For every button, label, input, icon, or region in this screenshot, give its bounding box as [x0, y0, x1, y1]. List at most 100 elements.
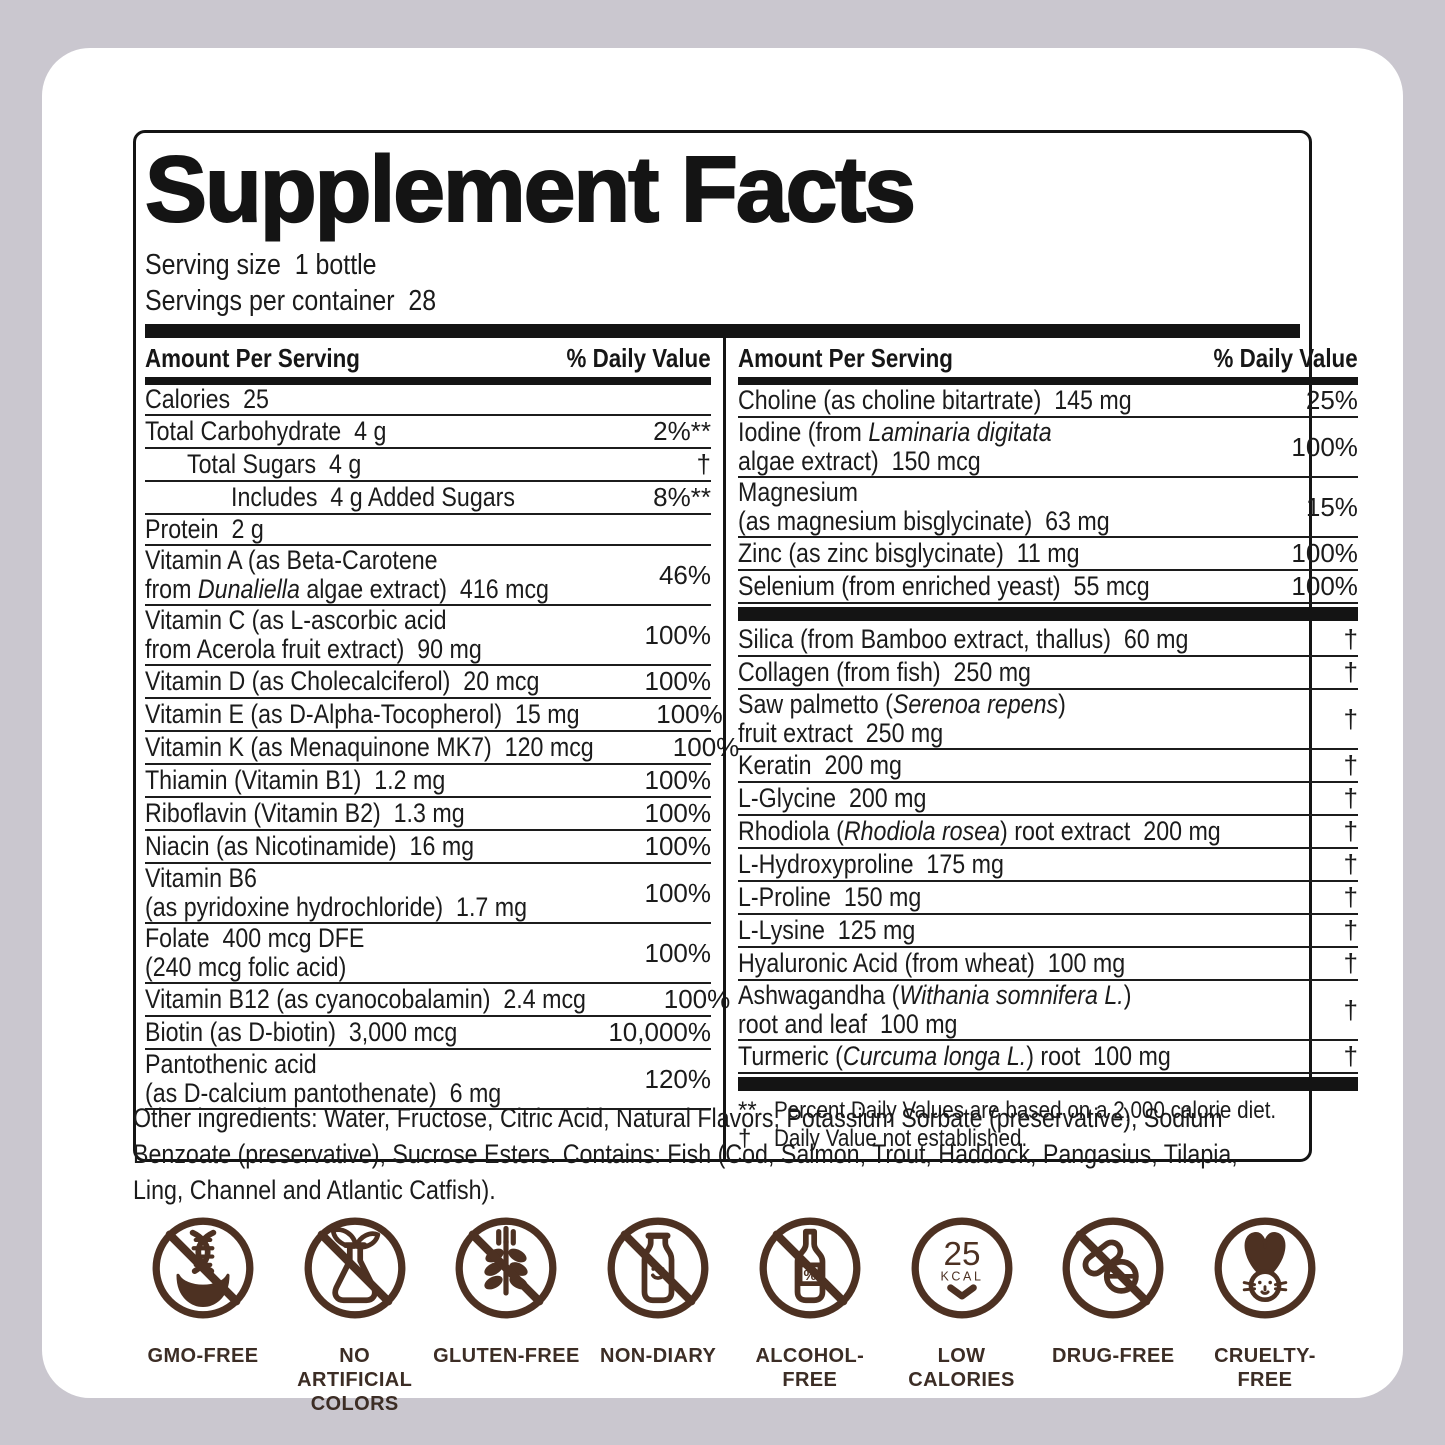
nutrient-daily-value: 100%: [656, 699, 723, 729]
nutrient-daily-value: 100%: [1291, 431, 1358, 462]
nutrient-name: Niacin (as Nicotinamide) 16 mg: [145, 831, 475, 861]
nutrient-daily-value: 2%**: [653, 416, 711, 446]
footnote-text: Daily Value not established.: [774, 1125, 1028, 1152]
nutrient-daily-value: †: [1343, 657, 1358, 687]
nutrient-daily-value: †: [1343, 703, 1358, 734]
top-separator-bar: [145, 324, 1300, 338]
nutrient-row: Riboflavin (Vitamin B2) 1.3 mg 100%: [145, 798, 711, 831]
badge-label: LOW CALORIES: [908, 1345, 1015, 1391]
nutrient-name: Vitamin B6 (as pyridoxine hydrochloride)…: [145, 863, 528, 922]
footnote-text: Percent Daily Values are based on a 2,00…: [774, 1097, 1277, 1124]
nutrient-name: Zinc (as zinc bisglycinate) 11 mg: [738, 538, 1080, 568]
footnote-line: ** Percent Daily Values are based on a 2,…: [738, 1097, 1358, 1125]
panel-title: Supplement Facts: [144, 137, 917, 241]
nutrient-row: Vitamin E (as D-Alpha-Tocopherol) 15 mg 1…: [145, 699, 723, 732]
nutrient-name: Vitamin C (as L-ascorbic acid from Acero…: [145, 605, 482, 664]
nutrient-row: Magnesium (as magnesium bisglycinate) 63…: [738, 478, 1358, 538]
nutrient-name: Vitamin A (as Beta-Carotene from Dunalie…: [145, 545, 549, 604]
column-header-right: Amount Per Serving % Daily Value: [738, 338, 1358, 385]
nutrient-name: Selenium (from enriched yeast) 55 mcg: [738, 571, 1150, 601]
nutrient-name: Thiamin (Vitamin B1) 1.2 mg: [145, 765, 446, 795]
nutrient-name: Total Sugars 4 g: [187, 449, 362, 479]
nutrient-name: Choline (as choline bitartrate) 145 mg: [738, 385, 1132, 415]
section-separator-bar: [738, 1077, 1358, 1091]
badge-label: NON-DIARY: [600, 1345, 717, 1367]
servings-per-container-value: 28: [408, 285, 437, 317]
nutrient-daily-value: †: [1343, 994, 1358, 1025]
non-dairy-icon: [607, 1217, 709, 1319]
badge-label: GMO-FREE: [147, 1345, 259, 1367]
nutrient-row: Thiamin (Vitamin B1) 1.2 mg 100%: [145, 765, 711, 798]
nutrient-daily-value: 100%: [644, 666, 712, 696]
nutrient-name: Hyaluronic Acid (from wheat) 100 mg: [738, 948, 1126, 978]
nutrient-name: Pantothenic acid (as D-calcium pantothen…: [145, 1049, 502, 1108]
nutrient-daily-value: †: [1343, 750, 1358, 780]
nutrient-daily-value: †: [1343, 948, 1358, 978]
nutrient-row: Niacin (as Nicotinamide) 16 mg 100%: [145, 831, 711, 864]
nutrient-name: L-Proline 150 mg: [738, 882, 922, 912]
nutrient-daily-value: 46%: [658, 559, 711, 590]
nutrient-daily-value: 100%: [644, 798, 712, 828]
nutrient-name: Vitamin D (as Cholecalciferol) 20 mcg: [145, 666, 540, 696]
nutrient-row: Rhodiola (Rhodiola rosea) root extract 2…: [738, 816, 1358, 849]
nutrient-name: Vitamin B12 (as cyanocobalamin) 2.4 mcg: [145, 984, 586, 1014]
nutrient-daily-value: 15%: [1305, 491, 1358, 522]
badge-cruelty-free: CRUELTY-FREE: [1190, 1216, 1340, 1416]
footnote-marker: †: [738, 1125, 752, 1152]
badge-gluten-free: GLUTEN-FREE: [431, 1216, 581, 1416]
section-separator-bar: [738, 607, 1358, 621]
nutrient-name: L-Lysine 125 mg: [738, 915, 916, 945]
nutrient-name: Ashwagandha (Withania somnifera L.) root…: [738, 980, 1132, 1039]
badge-label: NO ARTIFICIAL COLORS: [297, 1345, 413, 1415]
servings-per-container-label: Servings per container: [145, 285, 395, 317]
nutrient-row: Keratin 200 mg †: [738, 750, 1358, 783]
nutrient-daily-value: 100%: [1291, 571, 1358, 601]
nutrient-row: Vitamin B6 (as pyridoxine hydrochloride)…: [145, 864, 711, 924]
svg-text:25: 25: [943, 1236, 980, 1273]
svg-text:KCAL: KCAL: [940, 1269, 983, 1283]
nutrient-name: Protein 2 g: [145, 514, 264, 544]
nutrient-row: Saw palmetto (Serenoa repens) fruit extr…: [738, 690, 1358, 750]
footnote-line: † Daily Value not established.: [738, 1125, 1358, 1153]
nutrient-daily-value: 100%: [644, 937, 712, 968]
nutrient-row: Selenium (from enriched yeast) 55 mcg 100…: [738, 571, 1358, 604]
nutrient-daily-value: 100%: [644, 877, 712, 908]
badge-label: DRUG-FREE: [1051, 1345, 1175, 1367]
nutrient-daily-value: †: [696, 449, 711, 479]
serving-size-line: Serving size 1 bottle: [145, 247, 1300, 283]
nutrient-daily-value: 100%: [1291, 538, 1358, 568]
nutrient-row: Biotin (as D-biotin) 3,000 mcg 10,000%: [145, 1017, 711, 1050]
footnote-marker: **: [738, 1097, 757, 1124]
nutrient-name: Iodine (from Laminaria digitata algae ex…: [738, 417, 1052, 476]
nutrient-daily-value: 25%: [1305, 385, 1358, 415]
nutrient-row: Turmeric (Curcuma longa L.) root 100 mg †: [738, 1041, 1358, 1074]
nutrient-daily-value: 8%**: [653, 482, 711, 512]
alcohol-free-icon: %: [759, 1217, 861, 1319]
facts-column-left: Amount Per Serving % Daily Value Calorie…: [145, 338, 739, 1159]
nutrient-daily-value: 100%: [644, 765, 712, 795]
nutrient-row: Collagen (from fish) 250 mg †: [738, 657, 1358, 690]
nutrient-row: L-Lysine 125 mg †: [738, 915, 1358, 948]
nutrient-row: Folate 400 mcg DFE (240 mcg folic acid) 1…: [145, 924, 711, 984]
nutrient-row: Total Sugars 4 g †: [145, 449, 711, 482]
no-artificial-colors-icon: [304, 1217, 406, 1319]
nutrient-name: Includes 4 g Added Sugars: [231, 482, 516, 512]
amount-header: Amount Per Serving: [145, 343, 360, 373]
nutrient-daily-value: †: [1343, 882, 1358, 912]
nutrient-row: Vitamin D (as Cholecalciferol) 20 mcg 100…: [145, 666, 711, 699]
nutrient-row: Total Carbohydrate 4 g 2%**: [145, 416, 711, 449]
badge-label: CRUELTY-FREE: [1214, 1345, 1316, 1391]
nutrient-daily-value: †: [1343, 849, 1358, 879]
nutrient-name: Rhodiola (Rhodiola rosea) root extract 2…: [738, 816, 1221, 846]
nutrient-row: Ashwagandha (Withania somnifera L.) root…: [738, 981, 1358, 1041]
nutrient-daily-value: †: [1343, 783, 1358, 813]
nutrient-name: Vitamin E (as D-Alpha-Tocopherol) 15 mg: [145, 699, 580, 729]
badge-row: GMO-FREE NO ARTIFICIAL COLORS: [128, 1216, 1340, 1416]
nutrient-daily-value: 10,000%: [608, 1017, 711, 1047]
amount-header: Amount Per Serving: [738, 343, 953, 373]
nutrient-name: Total Carbohydrate 4 g: [145, 416, 387, 446]
nutrient-rows-right: Choline (as choline bitartrate) 145 mg 25…: [738, 385, 1358, 1091]
nutrient-name: Keratin 200 mg: [738, 750, 902, 780]
badge-non-dairy: NON-DIARY: [583, 1216, 733, 1416]
serving-size-value: 1 bottle: [294, 249, 377, 281]
